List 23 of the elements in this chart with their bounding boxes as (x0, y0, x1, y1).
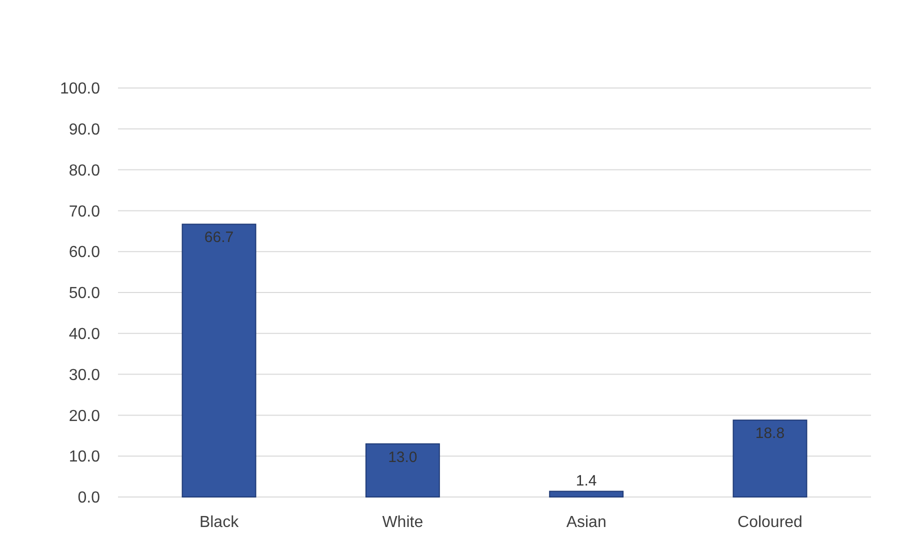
bar (732, 420, 808, 498)
x-tick-label: Asian (566, 514, 606, 531)
bar (365, 443, 440, 498)
y-tick-label: 10.0 (68, 448, 100, 466)
y-tick-label: 80.0 (68, 162, 100, 180)
data-label: 1.4 (576, 472, 597, 490)
data-label: 66.7 (204, 229, 234, 246)
x-tick-label: Coloured (738, 514, 802, 531)
y-tick-label: 30.0 (68, 366, 100, 384)
y-tick-label: 50.0 (68, 285, 100, 302)
y-tick-label: 40.0 (68, 326, 100, 343)
y-tick-label: 70.0 (68, 203, 100, 220)
data-label: 13.0 (388, 448, 418, 466)
x-tick-label: Black (199, 514, 240, 531)
y-tick-label: 90.0 (68, 122, 100, 138)
data-label: 18.8 (755, 425, 785, 442)
bar (182, 224, 256, 498)
y-tick-label: 100.0 (60, 80, 100, 98)
y-tick-label: 0.0 (78, 490, 100, 507)
y-tick-label: 20.0 (68, 408, 100, 425)
y-tick-label: 60.0 (68, 244, 100, 262)
x-tick-label: White (382, 514, 424, 531)
bar (549, 490, 624, 498)
